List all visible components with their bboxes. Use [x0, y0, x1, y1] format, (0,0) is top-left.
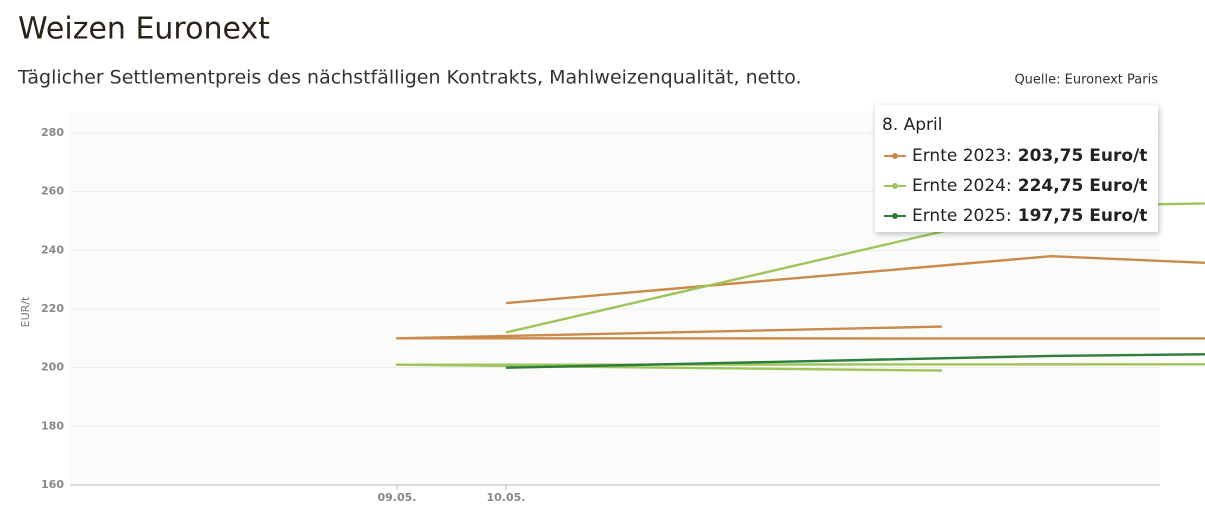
- series-name: Ernte 2024:: [912, 176, 1012, 196]
- chart-subtitle: Täglicher Settlementpreis des nächstfäll…: [17, 67, 802, 89]
- series-name: Ernte 2023:: [912, 146, 1012, 166]
- tooltip: [875, 105, 1158, 232]
- y-axis-label: EUR/t: [19, 296, 32, 327]
- y-tick-label: 260: [41, 185, 64, 198]
- legend-dot: [892, 153, 898, 159]
- legend-dot: [892, 213, 898, 219]
- tooltip-title: 8. April: [882, 115, 942, 135]
- y-tick-label: 240: [41, 243, 64, 256]
- legend-entry: Ernte 2025: 197,75 Euro/t: [912, 206, 1147, 226]
- y-tick-label: 200: [41, 361, 64, 374]
- y-tick-label: 180: [41, 419, 64, 432]
- value-label: 224,75 Euro/t: [1018, 176, 1148, 196]
- value-label: 197,75 Euro/t: [1018, 206, 1148, 226]
- x-tick-label: 09.05.: [378, 491, 417, 504]
- series-name: Ernte 2025:: [912, 206, 1012, 226]
- legend-entry: Ernte 2024: 224,75 Euro/t: [912, 176, 1147, 196]
- legend-dot: [892, 183, 898, 189]
- chart-title: Weizen Euronext: [18, 12, 270, 47]
- y-tick-label: 220: [41, 302, 64, 315]
- legend-entry: Ernte 2023: 203,75 Euro/t: [912, 146, 1147, 166]
- y-tick-label: 160: [41, 478, 64, 491]
- y-tick-label: 280: [41, 126, 64, 139]
- value-label: 203,75 Euro/t: [1018, 146, 1148, 166]
- x-tick-label: 10.05.: [487, 491, 526, 504]
- source: Quelle: Euronext Paris: [1014, 73, 1158, 88]
